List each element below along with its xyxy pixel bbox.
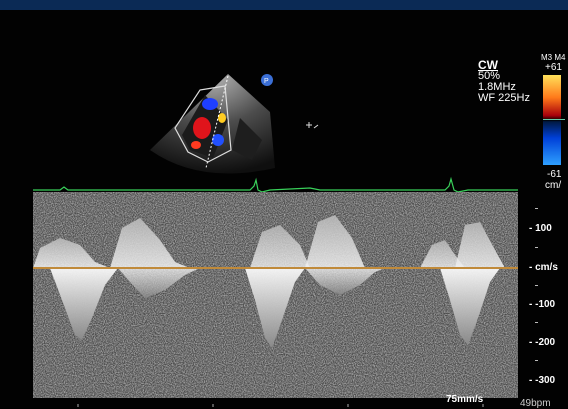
color-velocity-bar <box>543 75 561 165</box>
color-scale-top: +61 <box>545 62 562 73</box>
ecg-trace <box>33 176 518 193</box>
scale-tick <box>535 360 538 361</box>
velocity-label-neg300: - -300 <box>529 375 556 386</box>
sweep-speed: 75mm/s <box>446 394 484 405</box>
velocity-label-neg200: - -200 <box>529 337 556 348</box>
time-ticks <box>77 404 484 407</box>
velocity-label-100: - 100 <box>529 223 552 234</box>
color-doppler-blue <box>202 98 218 110</box>
color-scale-baseline <box>543 119 565 120</box>
scale-tick <box>535 322 538 323</box>
echo-2d-sector: P <box>150 74 319 174</box>
svg-text:P: P <box>264 78 269 85</box>
velocity-label-unit: - cm/s <box>529 262 558 273</box>
power-value: 50% <box>478 70 501 82</box>
color-scale-header: M3 M4 <box>541 53 566 62</box>
mode-name: CW <box>478 58 498 72</box>
probe-orientation-icon <box>261 74 273 86</box>
heart-rate: 49bpm <box>520 398 551 409</box>
top-bar <box>0 0 568 10</box>
scale-tick <box>535 247 538 248</box>
depth-marker-icon <box>306 122 319 129</box>
spectral-doppler-display <box>33 192 518 398</box>
color-scale-unit: cm/ <box>545 180 562 191</box>
scale-tick <box>535 208 538 209</box>
scale-tick <box>535 285 538 286</box>
color-doppler-red <box>193 117 211 139</box>
wall-filter-value: WF 225Hz <box>478 92 530 104</box>
velocity-label-neg100: - -100 <box>529 299 556 310</box>
color-scale-bottom: -61 <box>547 169 562 180</box>
doppler-mode-info: CW 50% 1.8MHz WF 225Hz <box>478 58 530 104</box>
frequency-value: 1.8MHz <box>478 81 516 93</box>
